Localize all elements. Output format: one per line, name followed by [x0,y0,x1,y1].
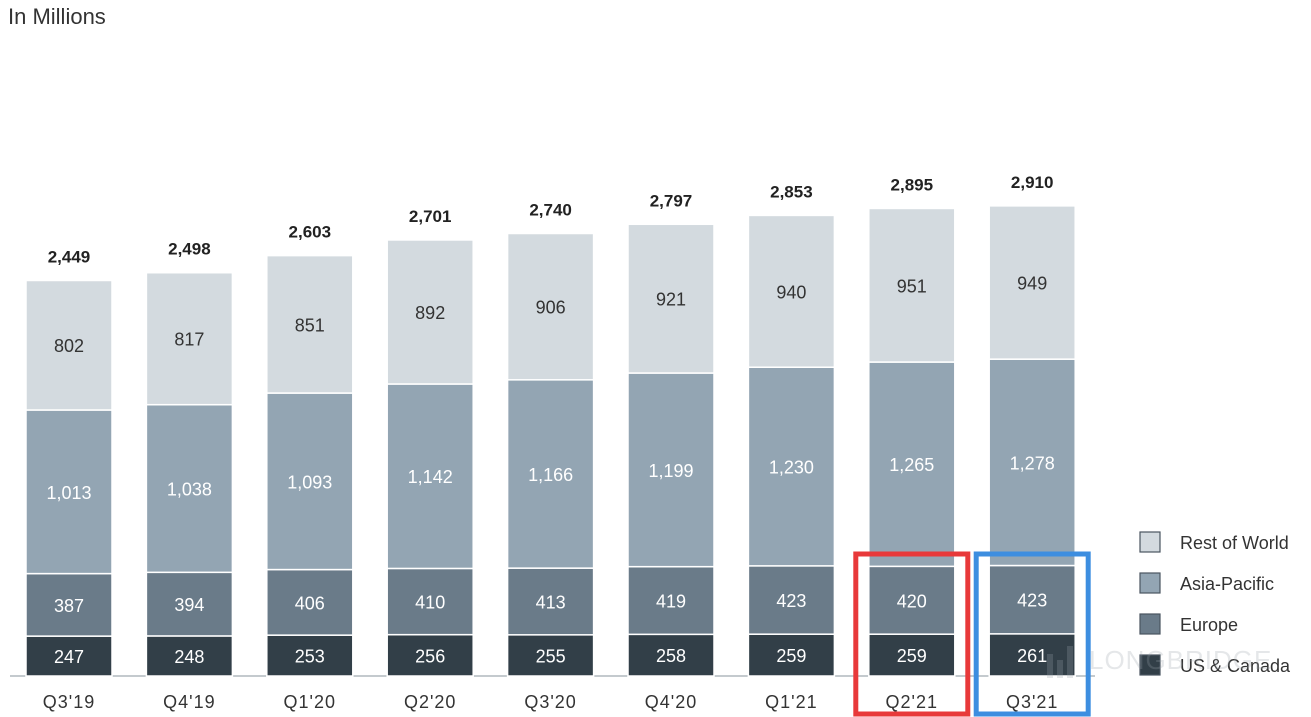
legend-swatch-europe [1139,613,1161,635]
longbridge-logo-icon [1045,640,1079,680]
x-tick-label: Q3'19 [43,692,95,712]
total-label: 2,910 [1011,173,1054,192]
bar-segment-us-canada [386,633,474,677]
bar-segment-asia-pacific [506,379,595,569]
data-label-us-canada: 258 [656,646,686,666]
data-label-rest-of-world: 921 [656,290,686,310]
data-label-asia-pacific: 1,093 [287,472,332,492]
bar-segment-us-canada [988,633,1076,677]
data-label-rest-of-world: 817 [174,330,204,350]
data-label-europe: 423 [1017,591,1047,611]
data-label-europe: 387 [54,596,84,616]
x-tick-label: Q4'20 [645,692,697,712]
data-label-us-canada: 256 [415,646,445,666]
bar-segment-rest-of-world [145,271,234,406]
data-label-europe: 406 [295,593,325,613]
data-label-rest-of-world: 892 [415,303,445,323]
data-label-europe: 413 [536,592,566,612]
data-label-rest-of-world: 851 [295,315,325,335]
data-label-rest-of-world: 802 [54,336,84,356]
bar-segment-asia-pacific [25,409,113,575]
bar-segment-asia-pacific [266,392,354,571]
bar-segment-rest-of-world [627,223,715,374]
data-label-asia-pacific: 1,013 [46,483,91,503]
bar-segment-rest-of-world [988,205,1076,360]
data-label-europe: 419 [656,591,686,611]
data-label-us-canada: 259 [897,646,927,666]
data-label-asia-pacific: 1,142 [408,467,453,487]
data-label-asia-pacific: 1,265 [889,455,934,475]
data-label-us-canada: 248 [174,647,204,667]
data-label-asia-pacific: 1,278 [1010,453,1055,473]
bar-segment-us-canada [506,634,595,677]
bar-segment-europe [145,571,234,637]
legend-label-rest-of-world: Rest of World [1180,533,1289,553]
x-tick-label: Q4'19 [163,692,215,712]
bar-segment-europe [868,565,956,635]
legend-label-europe: Europe [1180,615,1238,635]
x-tick-label: Q1'21 [765,692,817,712]
bar-segment-asia-pacific [145,403,234,574]
data-label-europe: 420 [897,591,927,611]
bar-segment-asia-pacific [747,366,836,567]
bar-segment-europe [627,565,715,636]
total-label: 2,701 [409,207,452,226]
bar-segment-rest-of-world [506,232,595,381]
data-label-rest-of-world: 949 [1017,274,1047,294]
legend-swatch-rest-of-world [1139,531,1161,553]
data-label-rest-of-world: 951 [897,276,927,296]
unit-label: In Millions [8,4,106,29]
data-label-us-canada: 255 [536,646,566,666]
total-label: 2,895 [891,175,934,194]
bar-segment-europe [988,564,1076,635]
bar-segment-asia-pacific [988,358,1076,567]
bar-segment-rest-of-world [266,254,354,394]
data-label-europe: 423 [776,591,806,611]
x-tick-label: Q3'21 [1006,692,1058,712]
data-label-rest-of-world: 940 [776,282,806,302]
data-label-rest-of-world: 906 [536,298,566,318]
data-label-us-canada: 261 [1017,646,1047,666]
bar-segment-rest-of-world [747,214,836,368]
data-label-us-canada: 247 [54,647,84,667]
bar-segment-us-canada [266,634,354,677]
legend-label-asia-pacific: Asia-Pacific [1180,574,1274,594]
data-label-us-canada: 259 [776,646,806,666]
bar-segment-rest-of-world [25,279,113,411]
total-label: 2,797 [650,191,693,210]
data-label-us-canada: 253 [295,647,325,667]
total-label: 2,740 [529,200,572,219]
x-tick-label: Q1'20 [284,692,336,712]
legend-swatch-asia-pacific [1139,572,1161,594]
bar-segment-rest-of-world [386,239,474,385]
x-tick-label: Q3'20 [524,692,576,712]
bar-segment-europe [25,572,113,637]
bar-segment-europe [506,567,595,636]
data-label-europe: 410 [415,593,445,613]
total-label: 2,853 [770,182,813,201]
watermark: LONGBRIDGE [1045,640,1272,680]
watermark-text: LONGBRIDGE [1089,644,1273,675]
highlight-box [973,551,1091,717]
bar-segment-rest-of-world [868,207,956,363]
bar-segment-asia-pacific [386,383,474,570]
bar-segment-us-canada [25,635,113,677]
bar-segment-europe [747,565,836,635]
legend-swatch-us-canada [1139,654,1161,676]
x-tick-label: Q2'20 [404,692,456,712]
data-label-asia-pacific: 1,199 [648,461,693,481]
bar-segment-us-canada [627,633,715,677]
data-label-asia-pacific: 1,230 [769,458,814,478]
data-label-asia-pacific: 1,038 [167,479,212,499]
highlight-box [853,551,971,717]
data-label-asia-pacific: 1,166 [528,465,573,485]
legend-label-us-canada: US & Canada [1180,656,1291,676]
bar-segment-us-canada [145,635,234,677]
data-label-europe: 394 [174,595,204,615]
x-tick-label: Q2'21 [886,692,938,712]
total-label: 2,498 [168,240,211,259]
total-label: 2,603 [289,223,332,242]
total-label: 2,449 [48,247,91,266]
